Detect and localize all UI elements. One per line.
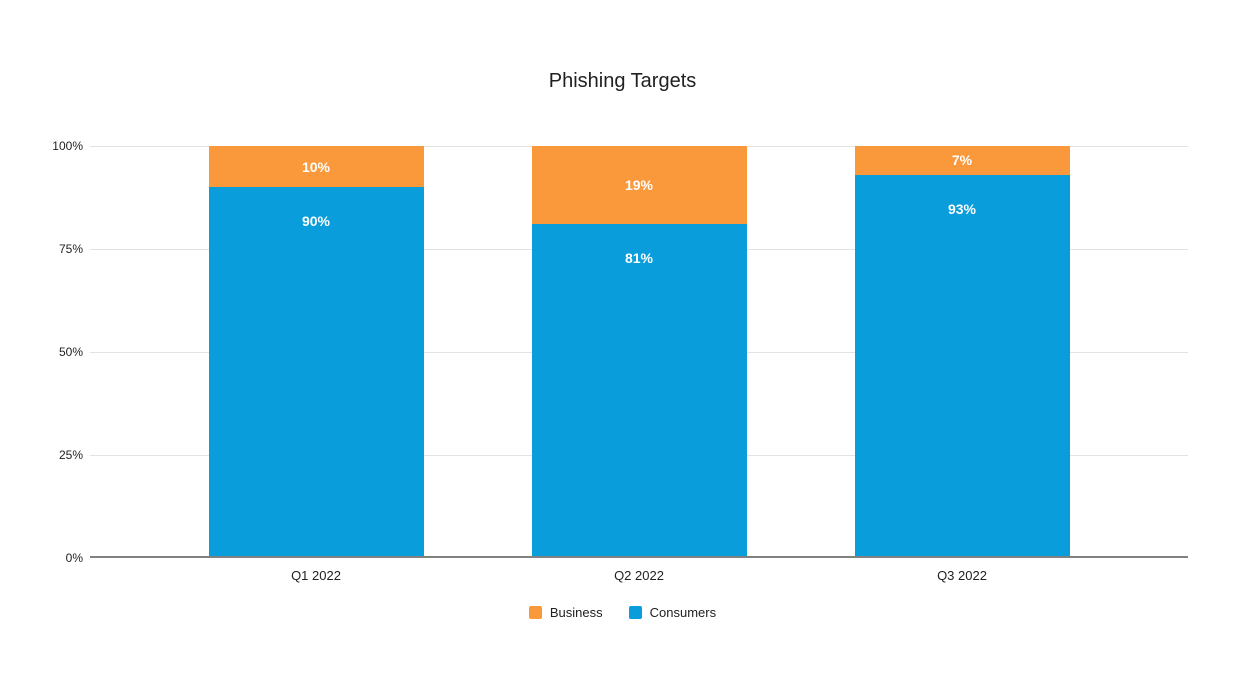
- legend-swatch-consumers: [628, 606, 642, 619]
- bar-q3-2022: 7% 93%: [854, 146, 1070, 558]
- bar-q1-2022: 10% 90%: [208, 146, 424, 558]
- bar-q2-2022: 19% 81%: [531, 146, 747, 558]
- plot-area: 0% 25% 50% 75% 100% 10% 90% Q1 2022 19% 81% Q2 202…: [52, 139, 1188, 583]
- y-axis-tick-label: 75%: [58, 242, 83, 256]
- y-axis-tick-label: 100%: [52, 139, 83, 153]
- legend-item-business: Business: [528, 605, 603, 620]
- legend-item-consumers: Consumers: [628, 605, 717, 620]
- bar-value-label: 90%: [301, 213, 331, 230]
- x-axis-label-q2-2022: Q2 2022: [614, 568, 664, 583]
- bar-segment-business: 10%: [208, 146, 424, 188]
- bar-segment-consumers: 93%: [854, 174, 1070, 558]
- chart-title: Phishing Targets: [548, 70, 697, 92]
- bar-value-label: 10%: [301, 158, 331, 175]
- bar-segment-consumers: 90%: [208, 187, 424, 558]
- x-axis-label-q3-2022: Q3 2022: [937, 568, 987, 583]
- bar-segment-business: 7%: [854, 146, 1070, 175]
- y-axis-tick-label: 50%: [58, 345, 83, 359]
- legend: Business Consumers: [0, 605, 1245, 620]
- legend-label: Business: [549, 605, 603, 620]
- x-axis-label-q1-2022: Q1 2022: [291, 568, 341, 583]
- bar-value-label: 19%: [624, 177, 654, 194]
- bar-value-label: 93%: [947, 200, 977, 217]
- legend-swatch-business: [528, 606, 542, 619]
- bar-segment-business: 19%: [531, 146, 747, 225]
- y-axis-tick-label: 25%: [58, 448, 83, 462]
- y-axis-tick-label: 0%: [65, 551, 83, 565]
- bar-value-label: 81%: [624, 250, 654, 267]
- bar-value-label: 7%: [951, 152, 973, 169]
- legend-label: Consumers: [649, 605, 717, 620]
- x-axis-baseline: [90, 556, 1188, 558]
- bar-segment-consumers: 81%: [531, 224, 747, 558]
